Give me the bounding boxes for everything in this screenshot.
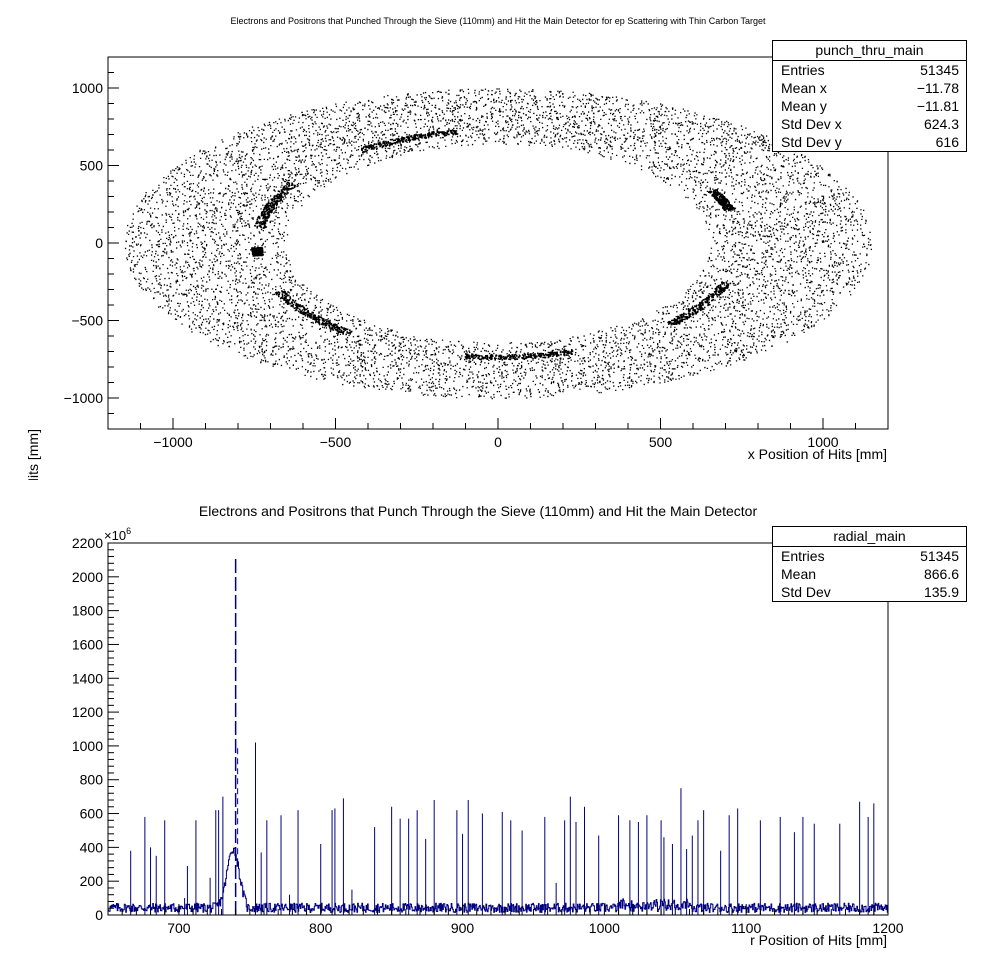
scatter-stats-box: punch_thru_main Entries 51345 Mean x −11.7… (772, 40, 967, 152)
scatter-title: Electrons and Positrons that Punched Thr… (230, 16, 766, 26)
y-tick-label: 800 (80, 772, 104, 788)
stats-value: 866.6 (923, 566, 959, 582)
stats-label: Std Dev y (781, 134, 842, 150)
stats-label: Mean (781, 566, 817, 582)
x-tick-label: 1000 (589, 920, 620, 936)
scatter-frame (107, 56, 889, 430)
y-tick-label: −500 (71, 313, 103, 329)
y-tick-label: −1000 (64, 390, 104, 406)
x-tick-label: 900 (451, 920, 475, 936)
stats-row: Mean 866.6 (773, 565, 966, 583)
y-tick-label: 2200 (72, 535, 103, 551)
stats-row: Std Dev x 624.3 (773, 115, 966, 133)
y-tick-label: 1000 (72, 80, 103, 96)
y-tick-label: 1200 (72, 704, 103, 720)
x-tick-label: −1000 (153, 434, 193, 450)
y-tick-label: 400 (80, 839, 104, 855)
y-tick-label: 600 (80, 806, 104, 822)
y-tick-label: 1600 (72, 636, 103, 652)
histogram-bars (107, 558, 888, 915)
y-tick-label: 1800 (72, 603, 103, 619)
scatter-point-cloud (124, 88, 872, 400)
scatter-ylabel: y Position of Hits [mm] (25, 429, 41, 480)
x-tick-label: 1200 (872, 920, 903, 936)
stats-value: 51345 (920, 62, 959, 78)
stats-row: Std Dev 135.9 (773, 583, 966, 601)
hist-stats-name: radial_main (773, 527, 966, 547)
hist-stats-box: radial_main Entries 51345 Mean 866.6 Std D… (772, 526, 967, 602)
scatter-plot: −1000 −1000 −500 −500 0 0 500 500 1000 1000 x Pos… (25, 56, 889, 480)
hist-title: Electrons and Positrons that Punch Throu… (198, 503, 758, 519)
x-tick-label: 1100 (731, 920, 761, 936)
y-tick-label: 0 (95, 235, 103, 251)
y-tick-label: 0 (95, 907, 103, 923)
x-tick-label: 700 (167, 920, 191, 936)
stats-value: 624.3 (923, 116, 959, 132)
y-tick-label: 500 (80, 158, 104, 174)
hist-frame (107, 542, 889, 916)
scatter-stats-name: punch_thru_main (773, 41, 966, 61)
hist-xlabel: r Position of Hits [mm] (750, 932, 887, 948)
stats-row: Mean x −11.78 (773, 79, 966, 97)
stats-row: Entries 51345 (773, 61, 966, 79)
stats-row: Entries 51345 (773, 547, 966, 565)
x-tick-label: 800 (309, 920, 333, 936)
stats-row: Mean y −11.81 (773, 97, 966, 115)
scatter-xlabel: x Position of Hits [mm] (748, 446, 887, 462)
hist-multiplier-base: ×10 (104, 528, 126, 543)
hist-multiplier-exp: 6 (126, 526, 131, 536)
stats-label: Entries (781, 548, 825, 564)
y-tick-label: 1400 (72, 670, 103, 686)
stats-value: −11.78 (916, 80, 959, 96)
hist-multiplier: ×106 (104, 526, 131, 543)
scatter-axes: −1000 −1000 −500 −500 0 0 500 500 1000 1000 (64, 56, 889, 450)
stats-label: Mean y (781, 98, 827, 114)
y-tick-label: 1000 (72, 738, 103, 754)
stats-value: 135.9 (923, 584, 959, 600)
stats-value: −11.81 (916, 98, 959, 114)
x-tick-label: 0 (494, 434, 502, 450)
stats-value: 616 (935, 134, 959, 150)
stats-label: Std Dev (781, 584, 831, 600)
y-tick-label: 2000 (72, 569, 103, 585)
histogram-baseline (107, 847, 888, 915)
scatter-points (124, 88, 872, 400)
stats-row: Std Dev y 616 (773, 133, 966, 151)
stats-value: 51345 (920, 548, 959, 564)
stats-label: Mean x (781, 80, 827, 96)
y-tick-label: 200 (80, 873, 104, 889)
stats-label: Std Dev x (781, 116, 842, 132)
x-tick-label: −500 (320, 434, 352, 450)
x-tick-label: 1000 (807, 434, 838, 450)
x-tick-label: 500 (649, 434, 673, 450)
stats-label: Entries (781, 62, 825, 78)
